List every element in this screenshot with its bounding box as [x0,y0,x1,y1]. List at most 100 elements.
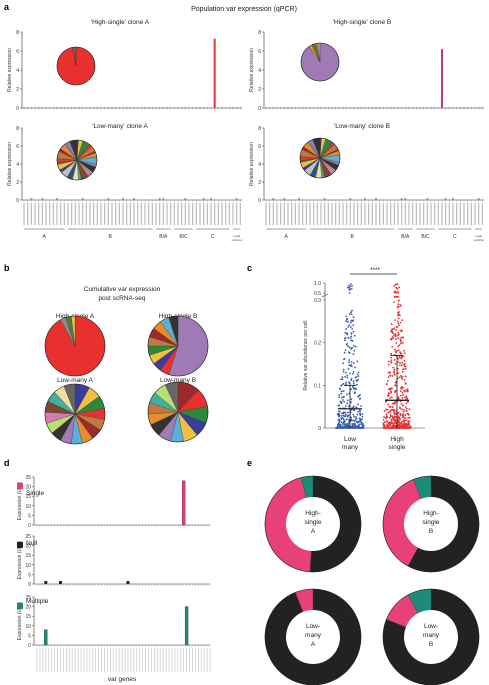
c-dot [359,412,362,415]
c-dot [388,371,391,374]
c-dot [360,405,363,408]
c-dot [407,400,410,403]
d2-legend-label: Null [26,540,38,547]
c-dot [360,421,363,424]
c-dot [403,396,406,399]
a-gene-label-mark [331,203,333,225]
a-bar [136,199,139,201]
a-bar [301,107,304,109]
d-y-tick-label: 0 [28,643,31,649]
c-dot [398,425,400,428]
c-dot [348,324,351,327]
d-y-tick-label: 20 [25,544,31,550]
c-dot [395,412,397,415]
a-gene-label-mark [298,203,300,225]
c-dot [399,314,401,317]
a-bar [279,199,282,201]
c-dot [348,422,351,424]
a-bar [305,199,308,201]
d-gene-label-mark [107,648,108,672]
c-dot [397,331,400,334]
a-bar [342,107,344,109]
e1-label-line3: A [311,528,316,535]
c-dot [389,374,392,377]
a-bar [89,199,91,201]
a-bar [235,198,238,200]
c-dot [394,401,397,403]
a-bar [400,107,403,109]
a-bar [151,107,154,109]
e-donut-2-hole [286,610,340,664]
a-bar [129,107,132,109]
c-dot [401,378,404,380]
panel-label-c: c [247,263,252,273]
c-dot [348,287,351,290]
panel-b-pies [44,315,209,445]
c-dot [383,424,386,427]
d-gene-label-mark [74,648,76,672]
c-dot [348,364,351,367]
a-gene-label-mark [210,203,212,225]
c-dot [403,424,406,427]
a-gene-label-mark [85,203,87,225]
c-dot [342,422,345,424]
c-dot [397,295,399,298]
c-dot [398,344,401,347]
c-dot [397,290,399,293]
a-gene-label-mark [357,203,359,225]
a-gene-label-mark [151,203,153,225]
a-bar [378,199,381,201]
c-dot [397,322,400,325]
e-donut-2-outline [264,588,362,685]
a-y-tick-label: 4 [258,162,261,168]
c-dot [384,416,387,419]
c-dot [344,383,347,385]
c-dot [356,373,359,376]
c-dot [400,336,403,339]
c-dot [337,404,340,407]
c-dot [362,425,365,428]
a-gene-label-mark [309,203,311,225]
a-bar [367,107,370,109]
a-bar [356,107,359,109]
d-gene-label-mark [165,648,167,672]
c-dot [405,409,408,412]
c-dot [352,419,355,422]
c-dot [398,355,401,358]
c-dot [348,361,350,364]
a-bar [67,107,69,109]
e-donut-1-hole [404,497,458,551]
a-y-tick-label: 8 [258,30,261,36]
a-bar [404,107,407,109]
c-dot [358,397,361,400]
a3-title: 'Low-many' clone A [92,123,148,130]
a-y-tick-label: 6 [258,49,261,55]
c-dot [350,361,353,363]
a-gene-label-mark [324,203,326,225]
a-bar [107,198,110,200]
a-bar [360,107,363,109]
d-gene-label-mark [206,648,208,672]
c-dot [350,377,353,380]
c-dot [336,413,339,416]
a-bar [408,107,410,109]
d1-legend-label: Single [26,490,44,497]
a-bar [367,199,370,201]
d-bar [44,581,48,584]
a-gene-label-mark [89,203,91,225]
c-dot [394,333,397,335]
c-dot [345,418,348,421]
c-dot [403,422,406,425]
a-gene-label-mark [452,203,454,225]
a-bar [364,107,366,109]
a-bar [180,107,183,109]
c-dot [354,416,357,418]
c-dot [356,360,359,363]
a-gene-label-mark [291,203,293,225]
a-y-tick-label: 4 [16,162,19,168]
a-y-tick-label: 6 [16,49,19,55]
a-gene-label-mark [63,203,65,225]
c-dot [353,392,356,395]
a-gene-label-mark [38,203,40,225]
c-dot [348,359,351,361]
